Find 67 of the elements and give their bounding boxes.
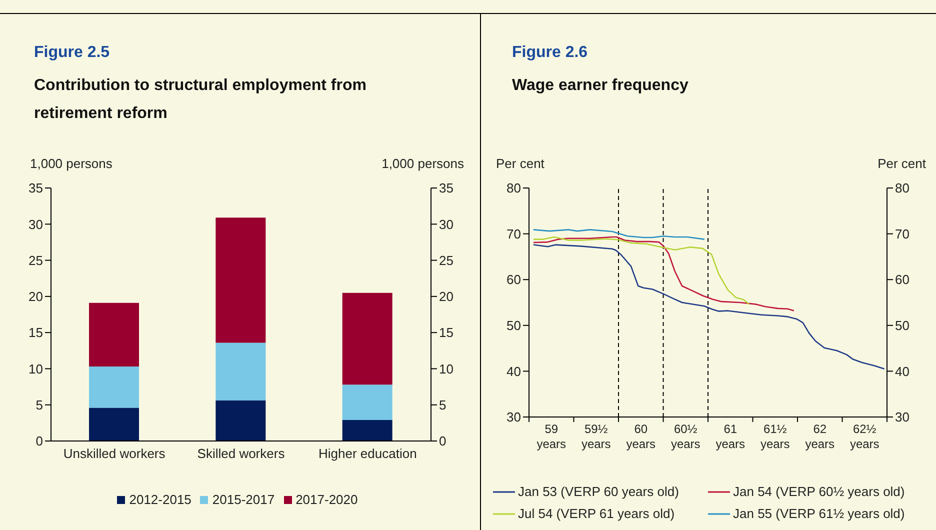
y-tick-label: 80 <box>506 180 521 196</box>
y-tick-label: 5 <box>36 397 43 412</box>
bar <box>89 366 139 408</box>
bar <box>216 218 266 343</box>
x-tick-label: Higher education <box>318 446 417 462</box>
y2-tick-label: 30 <box>895 410 910 425</box>
y2-tick-label: 30 <box>439 216 454 232</box>
bar <box>342 292 392 385</box>
y-tick-label: 40 <box>506 364 521 379</box>
y-tick-label: 60 <box>506 272 521 288</box>
x-tick-label: 59 years <box>536 422 566 451</box>
y-axis-title: 1,000 persons <box>30 156 112 171</box>
y-tick-label: 15 <box>28 325 43 340</box>
x-tick-label: 59½ years <box>581 422 611 451</box>
line-series <box>532 236 795 312</box>
y2-tick-label: 40 <box>895 364 910 379</box>
x-tick-label: 61½ years <box>760 422 790 451</box>
bar <box>342 384 392 420</box>
legend-label: Jan 54 (VERP 60½ years old) <box>732 483 906 501</box>
y-axis-title: Per cent <box>496 156 544 171</box>
bar <box>342 420 392 441</box>
y2-tick-label: 60 <box>895 272 910 288</box>
y-tick-label: 0 <box>36 434 43 449</box>
y2-axis-title: Per cent <box>878 156 926 171</box>
chart-title: Figure 2.5 <box>34 44 110 62</box>
y-tick-label: 35 <box>28 180 43 196</box>
y-tick-label: 30 <box>28 216 43 232</box>
x-tick-label: 60 years <box>626 422 656 451</box>
y2-axis-title: 1,000 persons <box>382 156 464 171</box>
chart-title: Figure 2.6 <box>512 44 588 62</box>
y2-tick-label: 80 <box>895 180 910 196</box>
x-tick-label: 61 years <box>716 422 746 451</box>
legend-label: 2015-2017 <box>211 491 275 509</box>
y-tick-label: 70 <box>506 226 521 242</box>
x-tick-label: 60½ years <box>670 422 700 451</box>
bar <box>89 408 139 441</box>
line-series <box>532 244 885 370</box>
legend-label: Jan 55 (VERP 61½ years old) <box>732 505 906 523</box>
y2-tick-label: 70 <box>895 226 910 242</box>
y-tick-label: 30 <box>506 410 521 425</box>
y-tick-label: 25 <box>28 252 43 268</box>
legend-label: 2012-2015 <box>128 491 192 509</box>
y2-tick-label: 5 <box>439 397 446 412</box>
chart-subtitle: Wage earner frequency <box>512 76 690 96</box>
bar <box>216 342 266 401</box>
legend-label: 2017-2020 <box>294 491 358 509</box>
line-series <box>532 236 750 305</box>
y2-tick-label: 50 <box>895 318 910 334</box>
y2-tick-label: 20 <box>439 289 454 304</box>
x-tick-label: 62½ years <box>850 422 880 451</box>
bar <box>89 302 139 367</box>
line-series <box>532 229 706 240</box>
y2-tick-label: 0 <box>439 434 446 449</box>
y2-tick-label: 25 <box>439 252 454 268</box>
y2-tick-label: 35 <box>439 180 454 196</box>
legend-label: Jul 54 (VERP 61 years old) <box>517 505 676 523</box>
y-tick-label: 10 <box>28 361 43 376</box>
y2-tick-label: 10 <box>439 361 454 376</box>
x-tick-label: 62 years <box>805 422 835 451</box>
legend-label: Jan 53 (VERP 60 years old) <box>517 483 680 501</box>
chart-subtitle: Contribution to structural employment from retirement reform <box>34 76 368 124</box>
y-tick-label: 50 <box>506 318 521 334</box>
bar <box>216 400 266 441</box>
x-tick-label: Unskilled workers <box>63 446 166 462</box>
y-tick-label: 20 <box>28 289 43 304</box>
y2-tick-label: 15 <box>439 325 454 340</box>
x-tick-label: Skilled workers <box>197 446 286 462</box>
